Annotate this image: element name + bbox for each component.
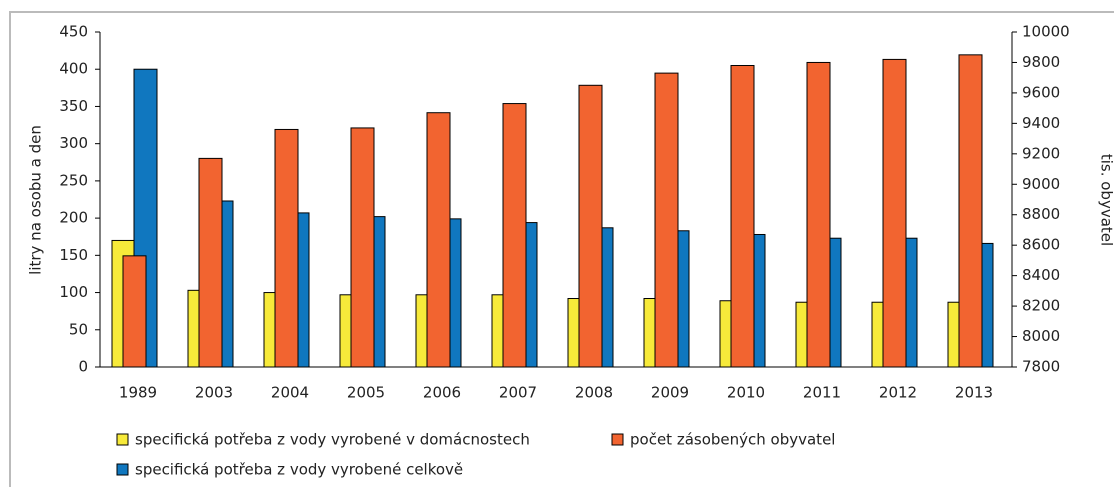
y-tick-label: 350 (59, 97, 88, 115)
legend-label: specifická potřeba z vody vyrobené v dom… (135, 431, 530, 449)
y-tick-label: 50 (69, 320, 88, 338)
x-tick-label: 1989 (119, 384, 157, 402)
bar (274, 128, 299, 368)
y2-tick-label: 7800 (1022, 358, 1060, 376)
x-tick-label: 2009 (651, 384, 689, 402)
y2-tick-label: 10000 (1022, 23, 1070, 41)
y2-tick-label: 8800 (1022, 205, 1060, 223)
x-tick-label: 2012 (879, 384, 917, 402)
x-tick-label: 2006 (423, 384, 461, 402)
y2-tick-label: 9600 (1022, 83, 1060, 101)
bar (806, 61, 831, 368)
y-tick-label: 250 (59, 171, 88, 189)
bar (350, 127, 375, 368)
bar (198, 157, 223, 368)
y-tick-label: 100 (59, 283, 88, 301)
y2-axis-label: tis. obyvatel (1098, 154, 1114, 246)
x-tick-label: 2005 (347, 384, 385, 402)
bar (502, 103, 527, 368)
bar (958, 54, 983, 368)
y-tick-label: 400 (59, 60, 88, 78)
x-tick-label: 2008 (575, 384, 613, 402)
bar (882, 58, 907, 368)
bar (122, 255, 147, 368)
x-tick-label: 2013 (955, 384, 993, 402)
legend-swatch (116, 433, 129, 446)
y2-tick-label: 8400 (1022, 266, 1060, 284)
legend-swatch (611, 433, 624, 446)
y2-tick-label: 9000 (1022, 175, 1060, 193)
y-tick-label: 200 (59, 209, 88, 227)
x-tick-label: 2007 (499, 384, 537, 402)
y2-tick-label: 8600 (1022, 236, 1060, 254)
legend-swatch (116, 463, 129, 476)
legend-label: počet zásobených obyvatel (630, 431, 835, 449)
frame (9, 11, 1114, 487)
legend-label: specifická potřeba z vody vyrobené celko… (135, 461, 463, 479)
y2-tick-label: 9400 (1022, 114, 1060, 132)
y-tick-label: 300 (59, 134, 88, 152)
x-tick-label: 2011 (803, 384, 841, 402)
y2-tick-label: 8200 (1022, 297, 1060, 315)
y-tick-label: 150 (59, 246, 88, 264)
y2-tick-label: 9200 (1022, 144, 1060, 162)
bar (578, 84, 603, 368)
x-tick-label: 2010 (727, 384, 765, 402)
x-tick-label: 2003 (195, 384, 233, 402)
y-axis-label: litry na osobu a den (27, 125, 45, 275)
bar (426, 112, 451, 368)
bar (654, 72, 679, 368)
bar (730, 65, 755, 368)
y-tick-label: 450 (59, 23, 88, 41)
x-tick-label: 2004 (271, 384, 309, 402)
y-tick-label: 0 (78, 358, 88, 376)
y2-tick-label: 9800 (1022, 53, 1060, 71)
y2-tick-label: 8000 (1022, 327, 1060, 345)
